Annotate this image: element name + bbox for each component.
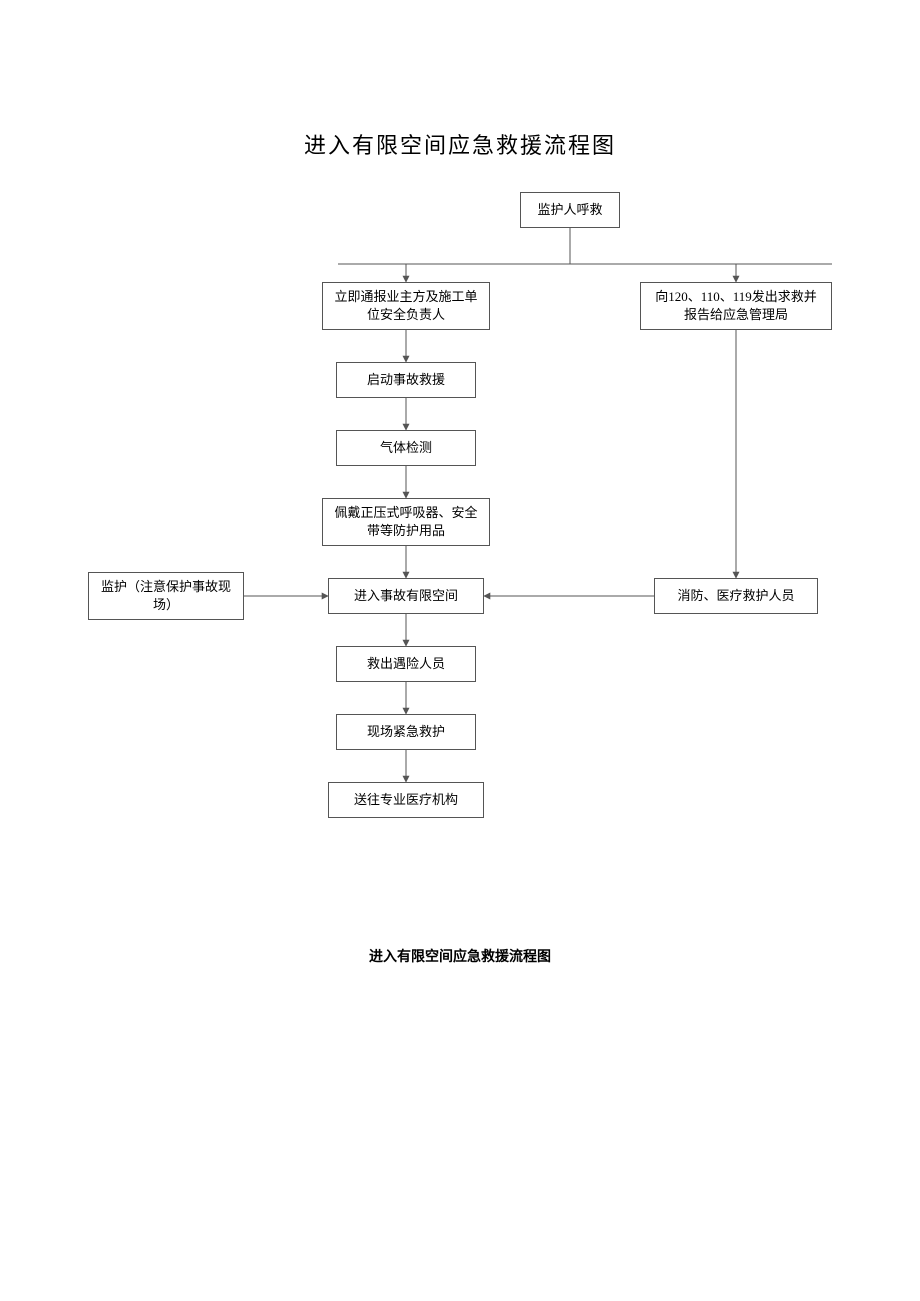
flowchart-node-n3: 启动事故救援	[336, 362, 476, 398]
flowchart-node-n4: 气体检测	[336, 430, 476, 466]
page-title: 进入有限空间应急救援流程图	[0, 128, 920, 160]
flowchart-node-n7: 监护（注意保护事故现场）	[88, 572, 244, 620]
flowchart-node-n11: 送往专业医疗机构	[328, 782, 484, 818]
flowchart-node-n1: 立即通报业主方及施工单位安全负责人	[322, 282, 490, 330]
flowchart-edge	[570, 228, 736, 282]
flowchart-node-n8: 消防、医疗救护人员	[654, 578, 818, 614]
flowchart-node-n2: 向120、110、119发出求救并报告给应急管理局	[640, 282, 832, 330]
flowchart-node-n5: 佩戴正压式呼吸器、安全带等防护用品	[322, 498, 490, 546]
caption: 进入有限空间应急救援流程图	[0, 946, 920, 966]
flowchart-node-n6: 进入事故有限空间	[328, 578, 484, 614]
flowchart-edge	[406, 228, 570, 282]
flowchart-node-n9: 救出遇险人员	[336, 646, 476, 682]
flowchart-node-n10: 现场紧急救护	[336, 714, 476, 750]
flowchart-node-n0: 监护人呼救	[520, 192, 620, 228]
